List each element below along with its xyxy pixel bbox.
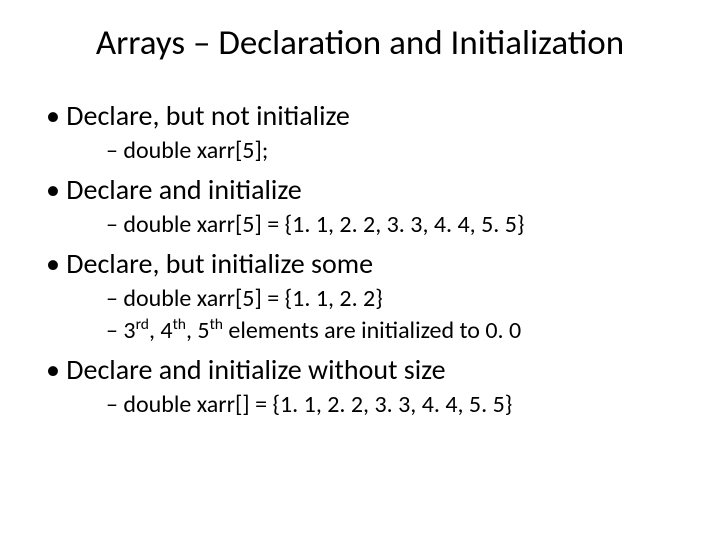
bullet-3: Declare, but initialize some double xarr… [46, 246, 680, 345]
bullet-4-sub-1: double xarr[] = {1. 1, 2. 2, 3. 3, 4. 4,… [106, 389, 680, 420]
slide: Arrays – Declaration and Initialization … [0, 0, 720, 540]
b3s2-p4: elements are initialized to 0. 0 [223, 316, 521, 345]
bullet-4: Declare and initialize without size doub… [46, 352, 680, 420]
bullet-4-text: Declare and initialize without size [66, 352, 445, 387]
slide-title: Arrays – Declaration and Initialization [40, 22, 680, 64]
bullet-1-sublist: double xarr[5]; [68, 135, 680, 166]
bullet-3-sub-1: double xarr[5] = {1. 1, 2. 2} [106, 283, 680, 314]
b3s2-p1: 3 [123, 316, 135, 345]
bullet-3-text: Declare, but initialize some [66, 246, 373, 281]
b3s2-sup3: th [210, 315, 223, 334]
bullet-1-text: Declare, but not initialize [66, 98, 350, 133]
bullet-4-sublist: double xarr[] = {1. 1, 2. 2, 3. 3, 4. 4,… [68, 389, 680, 420]
bullet-1: Declare, but not initialize double xarr[… [46, 98, 680, 166]
bullet-2-sub-1: double xarr[5] = {1. 1, 2. 2, 3. 3, 4. 4… [106, 209, 680, 240]
b3s2-sup2: th [173, 315, 186, 334]
b3s2-p2: , 4 [149, 316, 173, 345]
bullet-2: Declare and initialize double xarr[5] = … [46, 172, 680, 240]
bullet-list: Declare, but not initialize double xarr[… [40, 98, 680, 420]
bullet-3-sublist: double xarr[5] = {1. 1, 2. 2} 3rd, 4th, … [68, 283, 680, 345]
b3s2-sup1: rd [136, 315, 149, 334]
b3s2-p3: , 5 [186, 316, 210, 345]
bullet-2-sublist: double xarr[5] = {1. 1, 2. 2, 3. 3, 4. 4… [68, 209, 680, 240]
bullet-3-sub-2: 3rd, 4th, 5th elements are initialized t… [106, 315, 680, 346]
bullet-2-text: Declare and initialize [66, 172, 301, 207]
bullet-1-sub-1: double xarr[5]; [106, 135, 680, 166]
